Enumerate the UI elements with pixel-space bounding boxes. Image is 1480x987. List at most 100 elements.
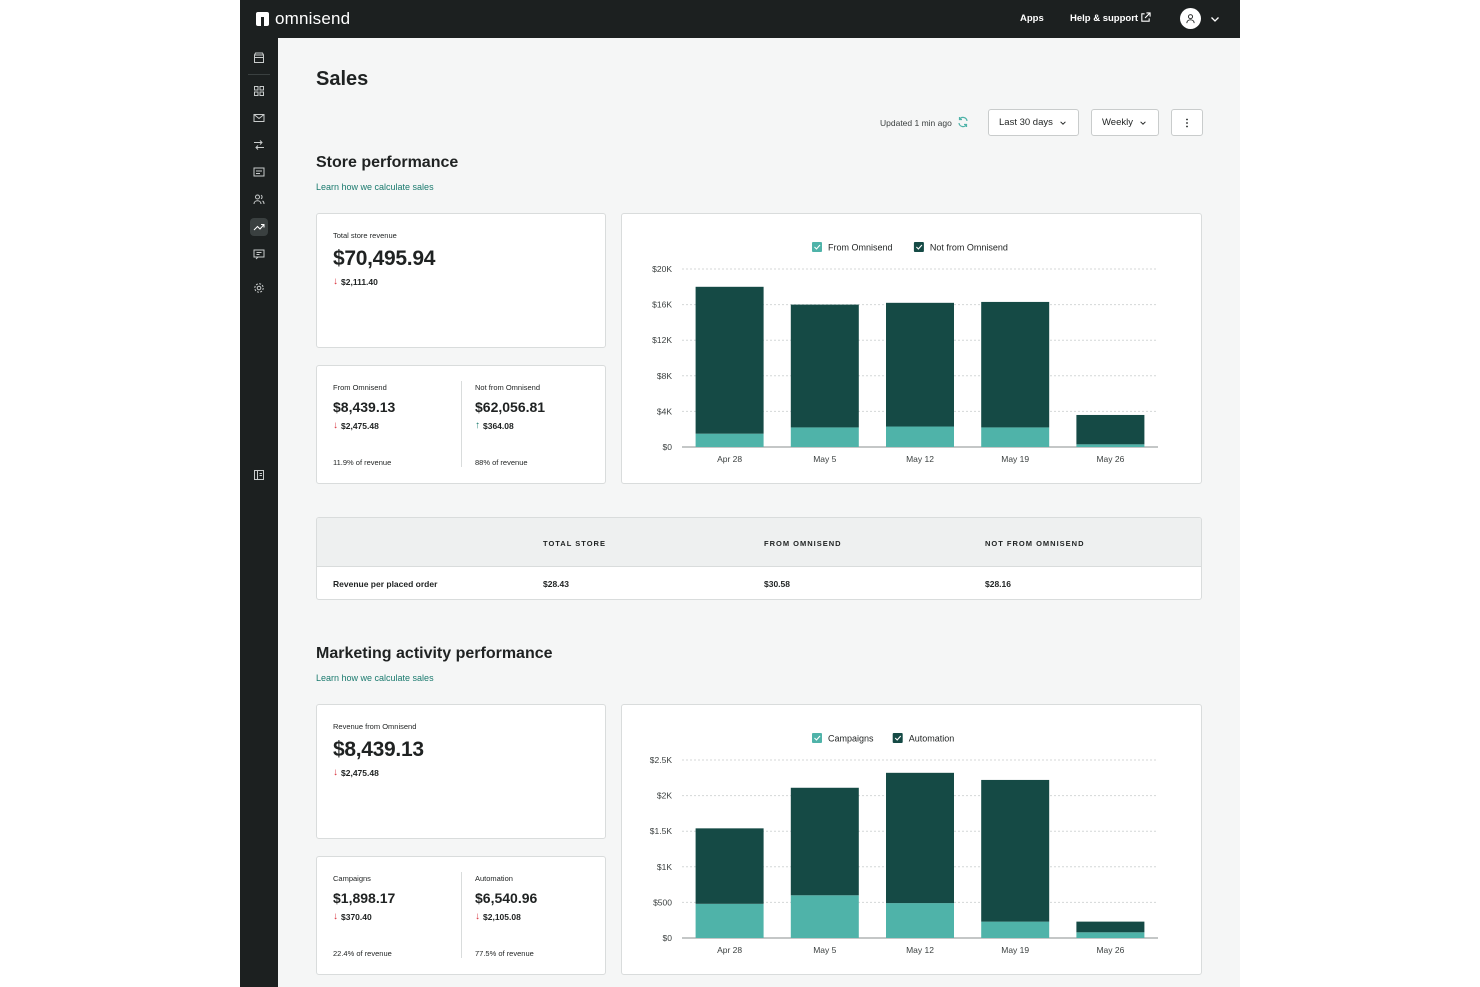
y-tick-label: $2.5K — [650, 755, 673, 765]
checkmark-icon — [894, 735, 902, 741]
mail-icon[interactable] — [250, 109, 268, 127]
arrow-down-icon: ↓ — [333, 420, 338, 431]
checkmark-icon — [916, 244, 923, 250]
omnisend-revenue-card: Revenue from Omnisend $8,439.13 ↓ $2,475.… — [316, 704, 606, 839]
reports-icon[interactable] — [250, 218, 268, 236]
legend-label-from-omnisend: From Omnisend — [828, 243, 893, 253]
interval-dropdown[interactable]: Weekly — [1091, 109, 1159, 136]
legend-swatch-not-from-omnisend — [913, 242, 924, 252]
logo[interactable]: omnisend — [256, 9, 350, 29]
chevron-down-icon[interactable] — [1209, 13, 1221, 25]
total-revenue-value: $70,495.94 — [333, 247, 436, 270]
user-icon — [1186, 14, 1195, 24]
store-learn-link[interactable]: Learn how we calculate sales — [316, 182, 434, 192]
main-content: Sales Updated 1 min ago Last 30 days Wee… — [278, 38, 1240, 987]
y-tick-label: $1.5K — [650, 826, 673, 836]
cell-not-from-omnisend: $28.16 — [985, 579, 1011, 589]
external-link-icon[interactable] — [1140, 12, 1151, 23]
store-performance-title: Store performance — [316, 154, 459, 171]
arrow-down-icon: ↓ — [333, 767, 338, 778]
bar-not-from-omnisend-may-5 — [790, 304, 859, 428]
checkmark-icon — [814, 244, 821, 250]
bar-from-omnisend-may-5 — [790, 427, 859, 447]
store-chart-card: From Omnisend Not from Omnisend $0 $4K $8K $1… — [621, 213, 1202, 484]
bar-campaigns-apr-28 — [695, 903, 764, 938]
help-support-link[interactable]: Help & support — [1070, 13, 1139, 24]
y-tick-label: $4K — [657, 406, 672, 416]
cell-from-omnisend: $30.58 — [764, 579, 790, 589]
not-from-omnisend-value: $62,056.81 — [475, 399, 546, 415]
arrow-down-icon: ↓ — [333, 276, 338, 287]
bar-not-from-omnisend-may-19 — [981, 301, 1050, 428]
audience-icon[interactable] — [250, 190, 268, 208]
arrow-up-icon: ↑ — [475, 420, 480, 431]
automation-icon[interactable] — [250, 136, 268, 154]
legend-item-from-omnisend: From Omnisend — [812, 242, 893, 253]
forms-icon[interactable] — [250, 163, 268, 181]
bar-from-omnisend-may-12 — [886, 426, 954, 447]
refresh-icon[interactable] — [957, 116, 969, 128]
avatar[interactable] — [1180, 8, 1201, 29]
bar-from-omnisend-may-26 — [1076, 444, 1145, 447]
more-options-button[interactable] — [1171, 109, 1203, 136]
x-tick-label: May 19 — [1001, 454, 1029, 464]
omnisend-revenue-delta-value: $2,475.48 — [341, 767, 379, 778]
bar-not-from-omnisend-apr-28 — [695, 286, 764, 434]
bar-not-from-omnisend-may-12 — [886, 302, 954, 427]
revenue-split-card: From Omnisend $8,439.13 ↓ $2,475.48 11.9%… — [316, 365, 606, 484]
x-tick-label: May 26 — [1096, 945, 1124, 955]
bar-campaigns-may-26 — [1076, 932, 1145, 938]
bar-automation-apr-28 — [695, 828, 764, 904]
bar-automation-may-12 — [886, 772, 954, 904]
not-from-omnisend-delta-value: $364.08 — [483, 420, 514, 431]
bar-from-omnisend-apr-28 — [695, 433, 764, 447]
updated-status: Updated 1 min ago — [880, 118, 952, 128]
arrow-down-icon: ↓ — [333, 911, 338, 922]
omnisend-revenue-delta: ↓ $2,475.48 — [333, 767, 379, 778]
omnisend-revenue-label: Revenue from Omnisend — [333, 722, 417, 731]
campaigns-delta: ↓ $370.40 — [333, 911, 372, 922]
store-revenue-chart: From Omnisend Not from Omnisend $0 $4K $8K $1… — [652, 242, 1158, 464]
book-icon[interactable] — [250, 466, 268, 484]
date-range-label: Last 30 days — [999, 117, 1053, 128]
legend-label-automation: Automation — [909, 734, 955, 744]
revenue-table: TOTAL STORE FROM OMNISEND NOT FROM OMNIS… — [316, 517, 1202, 600]
y-tick-label: $0 — [663, 933, 673, 943]
x-tick-label: Apr 28 — [717, 945, 742, 955]
legend-item-not-from-omnisend: Not from Omnisend — [913, 242, 1008, 253]
sidebar — [240, 38, 278, 987]
card-divider — [461, 872, 462, 958]
x-tick-label: May 12 — [906, 945, 934, 955]
logo-text: omnisend — [275, 9, 351, 28]
arrow-down-icon: ↓ — [475, 911, 480, 922]
x-tick-label: May 26 — [1096, 454, 1124, 464]
from-omnisend-label: From Omnisend — [333, 383, 387, 392]
not-from-omnisend-label: Not from Omnisend — [475, 383, 541, 392]
date-range-dropdown[interactable]: Last 30 days — [988, 109, 1079, 136]
marketing-learn-link[interactable]: Learn how we calculate sales — [316, 673, 434, 683]
y-tick-label: $1K — [657, 862, 672, 872]
app-window: omnisend Apps Help & support — [240, 0, 1240, 987]
store-icon[interactable] — [250, 49, 268, 67]
apps-link[interactable]: Apps — [1020, 13, 1044, 24]
not-from-omnisend-share: 88% of revenue — [475, 458, 528, 467]
automation-label: Automation — [475, 874, 513, 883]
x-tick-label: May 12 — [906, 454, 934, 464]
checkmark-icon — [814, 735, 821, 741]
dashboard-icon[interactable] — [250, 82, 268, 100]
campaigns-label: Campaigns — [333, 874, 371, 883]
automation-delta-value: $2,105.08 — [483, 911, 521, 922]
y-tick-label: $2K — [657, 791, 672, 801]
campaigns-value: $1,898.17 — [333, 890, 396, 906]
card-divider — [461, 381, 462, 467]
marketing-performance-title: Marketing activity performance — [316, 645, 553, 662]
chevron-down-icon — [1140, 120, 1146, 125]
row-label: Revenue per placed order — [333, 579, 438, 589]
from-omnisend-share: 11.9% of revenue — [333, 458, 392, 467]
reviews-icon[interactable] — [250, 245, 268, 263]
from-omnisend-delta: ↓ $2,475.48 — [333, 420, 379, 431]
y-tick-label: $8K — [657, 371, 672, 381]
bar-campaigns-may-5 — [790, 895, 859, 938]
settings-icon[interactable] — [250, 279, 268, 297]
header-from-omnisend: FROM OMNISEND — [764, 539, 842, 548]
